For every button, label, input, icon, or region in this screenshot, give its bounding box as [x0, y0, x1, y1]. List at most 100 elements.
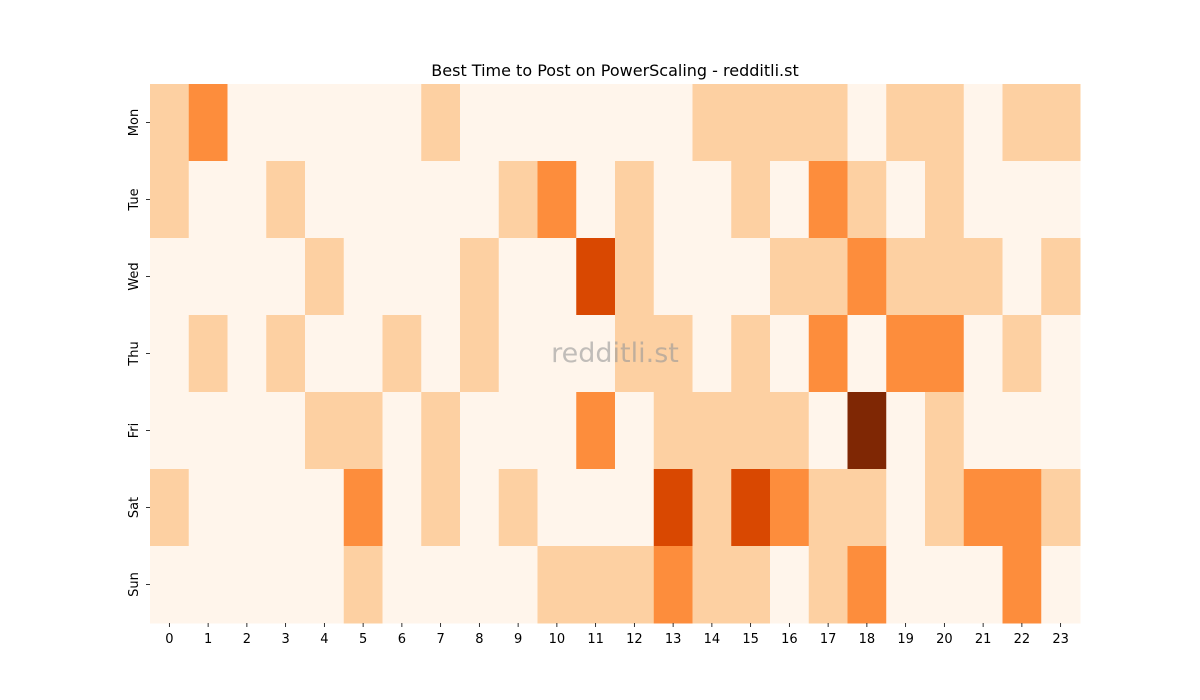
x-tick-label: 19 — [897, 632, 914, 647]
heatmap-cell — [770, 315, 810, 393]
heatmap-cell — [653, 546, 693, 624]
heatmap-cell — [305, 238, 345, 316]
heatmap-cell — [886, 238, 926, 316]
heatmap-cell — [460, 546, 500, 624]
heatmap-cell — [576, 315, 616, 393]
heatmap-cell — [770, 161, 810, 239]
heatmap-cell — [1041, 161, 1081, 239]
heatmap-cell — [227, 84, 267, 162]
x-axis: 0 1 2 3 4 5 6 7 8 9 10 11 12 13 14 15 16 17 18 19 20 21 22 23 — [165, 623, 1069, 647]
heatmap-cell — [808, 84, 848, 162]
heatmap-cell — [266, 238, 306, 316]
heatmap-cell — [382, 84, 422, 162]
x-tick-label: 16 — [781, 632, 798, 647]
heatmap-cell — [886, 161, 926, 239]
heatmap-cell — [1002, 238, 1042, 316]
heatmap-cell — [1041, 469, 1081, 547]
heatmap-cell — [808, 469, 848, 547]
heatmap-cell — [537, 238, 577, 316]
heatmap-cell — [537, 315, 577, 393]
heatmap-cell — [886, 546, 926, 624]
heatmap-cell — [305, 161, 345, 239]
heatmap-cell — [731, 315, 771, 393]
heatmap-cell — [808, 238, 848, 316]
heatmap-cell — [498, 161, 538, 239]
heatmap-cell — [653, 392, 693, 470]
heatmap-cell — [847, 546, 887, 624]
heatmap-cell — [537, 84, 577, 162]
x-tick-label: 13 — [665, 632, 682, 647]
x-tick-label: 15 — [742, 632, 759, 647]
heatmap-cell — [266, 84, 306, 162]
heatmap-cell — [615, 84, 655, 162]
heatmap-cell — [925, 161, 965, 239]
heatmap-cell — [498, 315, 538, 393]
heatmap-cell — [227, 315, 267, 393]
heatmap-cell — [1041, 392, 1081, 470]
heatmap-cell — [382, 238, 422, 316]
heatmap-cell — [460, 392, 500, 470]
heatmap-cell — [382, 469, 422, 547]
heatmap-cell — [305, 315, 345, 393]
heatmap-cell — [421, 546, 461, 624]
heatmap-cell — [150, 84, 190, 162]
heatmap-cell — [963, 546, 1003, 624]
heatmap-cell — [382, 392, 422, 470]
heatmap-cell — [576, 161, 616, 239]
heatmap-cell — [808, 546, 848, 624]
heatmap-cell — [615, 469, 655, 547]
heatmap-cell — [731, 161, 771, 239]
x-tick-label: 7 — [436, 632, 444, 647]
heatmap-cell — [382, 546, 422, 624]
y-axis: Mon Tue Wed Thu Fri Sat Sun — [127, 109, 150, 597]
heatmap-cell — [421, 469, 461, 547]
heatmap-cell — [150, 238, 190, 316]
heatmap-cell — [150, 315, 190, 393]
heatmap-cell — [731, 238, 771, 316]
heatmap-cell — [615, 238, 655, 316]
watermark: redditli.st — [551, 338, 679, 369]
heatmap-cell — [305, 469, 345, 547]
heatmap-cell — [266, 546, 306, 624]
heatmap-cell — [1002, 392, 1042, 470]
heatmap-cell — [653, 315, 693, 393]
heatmap-cell — [847, 84, 887, 162]
y-tick-label: Sun — [127, 572, 142, 597]
heatmap-cell — [498, 238, 538, 316]
heatmap-cell — [421, 161, 461, 239]
heatmap-cell — [886, 315, 926, 393]
x-tick-label: 4 — [320, 632, 328, 647]
heatmap-cell — [498, 392, 538, 470]
heatmap-cell — [576, 469, 616, 547]
heatmap-cell — [886, 84, 926, 162]
heatmap-cell — [343, 161, 383, 239]
heatmap-cell — [576, 546, 616, 624]
heatmap-cell — [925, 84, 965, 162]
heatmap-cell — [847, 238, 887, 316]
heatmap-cell — [963, 315, 1003, 393]
heatmap-cell — [653, 238, 693, 316]
heatmap-cell — [692, 315, 732, 393]
heatmap-cell — [770, 469, 810, 547]
heatmap-cell — [808, 315, 848, 393]
x-tick-label: 3 — [281, 632, 289, 647]
x-tick-label: 18 — [859, 632, 876, 647]
heatmap-cell — [770, 238, 810, 316]
heatmap-cell — [963, 238, 1003, 316]
heatmap-cell — [925, 315, 965, 393]
heatmap-cell — [963, 469, 1003, 547]
heatmap-cell — [266, 315, 306, 393]
heatmap-cell — [460, 238, 500, 316]
x-tick-label: 23 — [1052, 632, 1069, 647]
heatmap-cell — [1002, 546, 1042, 624]
heatmap-cell — [615, 392, 655, 470]
heatmap-cell — [963, 161, 1003, 239]
x-tick-label: 8 — [475, 632, 483, 647]
heatmap-cell — [150, 546, 190, 624]
heatmap-cell — [1002, 469, 1042, 547]
heatmap-cell — [460, 84, 500, 162]
heatmap-cell — [266, 161, 306, 239]
heatmap-cell — [227, 161, 267, 239]
heatmap-cell — [847, 392, 887, 470]
